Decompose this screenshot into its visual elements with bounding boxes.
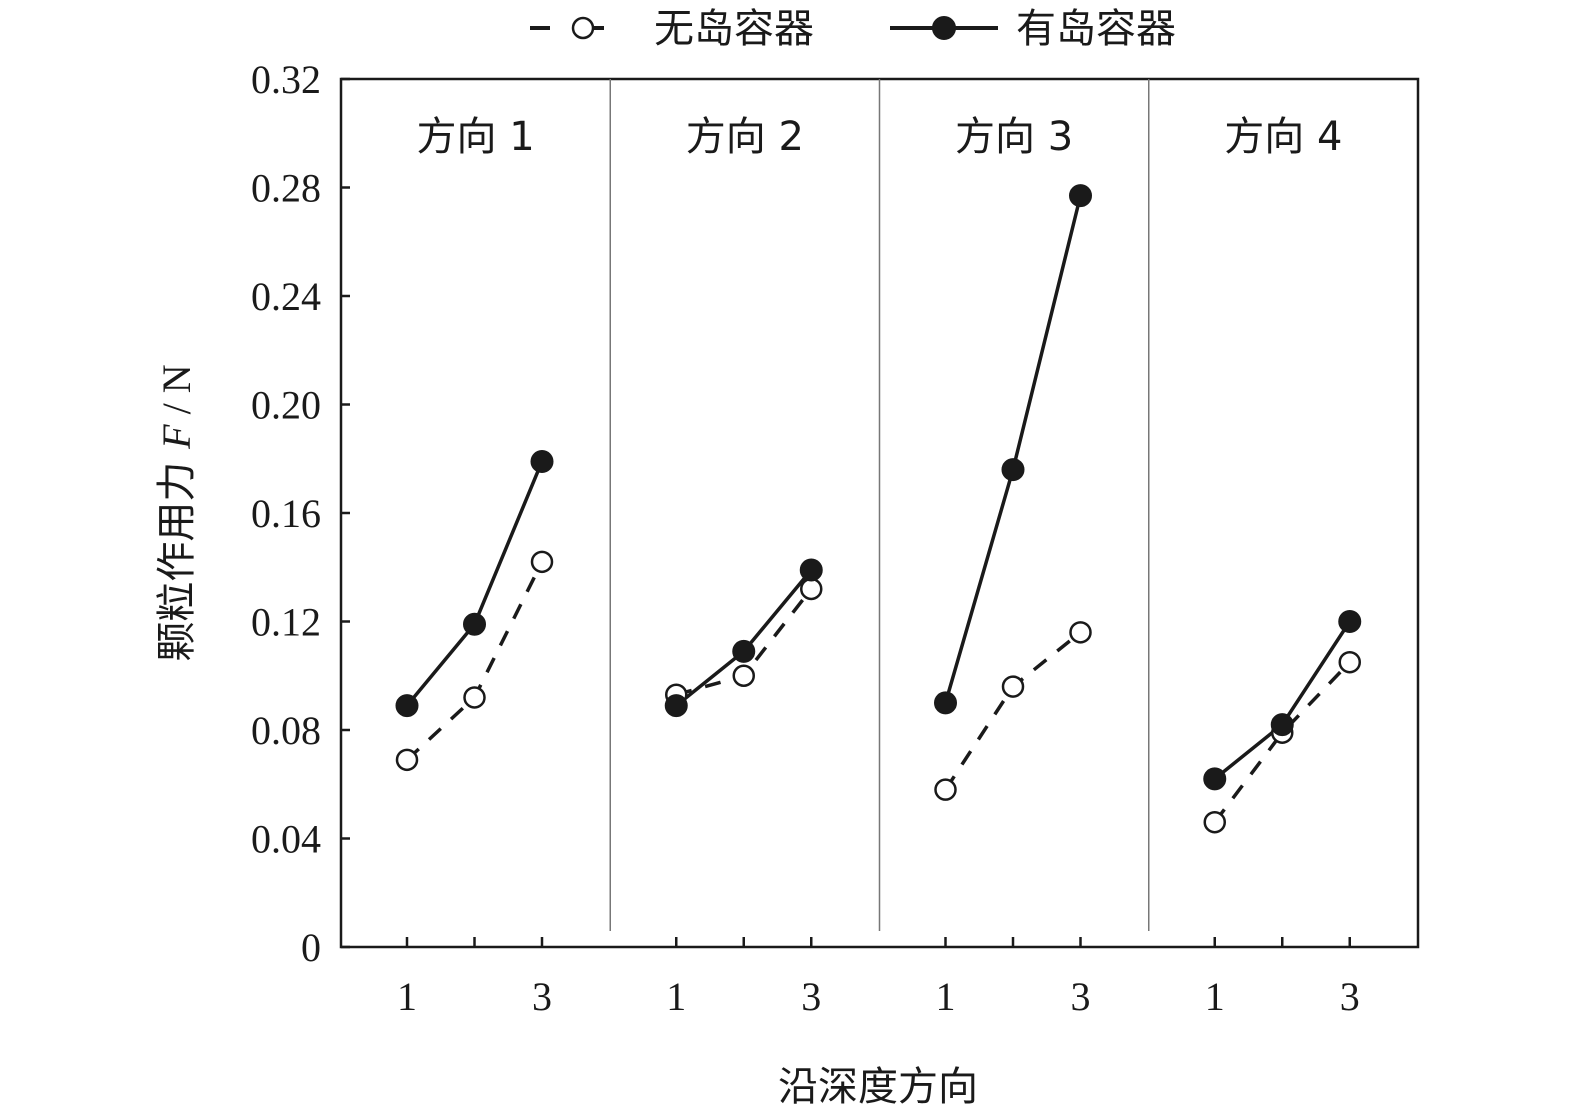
y-axis-title-prefix: 颗粒作用力 <box>154 449 200 662</box>
x-tick-label: 1 <box>397 974 417 1019</box>
y-axis: 0 0.04 0.08 0.12 0.16 0.20 0.24 0.28 0.32 <box>251 57 350 970</box>
no-island-line <box>1213 660 1352 824</box>
y-tick-label: 0.16 <box>251 491 321 536</box>
y-tick-label: 0.12 <box>251 600 321 645</box>
y-tick-label: 0.20 <box>251 383 321 428</box>
with-island-point <box>664 694 688 718</box>
no-island-point <box>395 748 419 772</box>
panels: 方向 1 1 3 方向 2 1 3 方向 3 1 3 方向 4 1 3 <box>395 79 1362 1019</box>
with-island-line <box>1213 620 1352 781</box>
no-island-point <box>934 778 957 801</box>
legend-marker-with-island <box>932 16 956 40</box>
x-tick-label: 3 <box>1071 974 1091 1019</box>
legend: 无岛容器 有岛容器 <box>530 6 1176 52</box>
panel-3: 方向 3 1 3 <box>878 79 1092 1019</box>
no-island-line <box>944 630 1082 791</box>
no-island-point <box>732 664 755 687</box>
with-island-line <box>405 460 544 707</box>
panel-title: 方向 2 <box>686 114 804 160</box>
with-island-point <box>732 639 756 663</box>
with-island-point <box>1069 184 1092 208</box>
with-island-point <box>530 449 554 473</box>
with-island-point <box>1001 458 1025 482</box>
with-island-point <box>799 558 823 582</box>
with-island-line <box>943 195 1083 704</box>
panel-title: 方向 1 <box>417 114 535 160</box>
no-island-point <box>1338 650 1361 674</box>
with-island-point <box>1270 713 1294 737</box>
no-island-point <box>1001 675 1025 698</box>
y-tick-label: 0 <box>301 925 321 970</box>
panel-4: 方向 4 1 3 <box>1148 79 1362 1019</box>
no-island-point <box>1069 621 1092 644</box>
legend-label-no-island: 无岛容器 <box>654 6 814 52</box>
y-tick-label: 0.24 <box>251 274 321 319</box>
panel-title: 方向 4 <box>1224 114 1342 160</box>
with-island-point <box>1338 610 1362 633</box>
x-tick-label: 3 <box>801 974 821 1019</box>
with-island-point <box>1203 767 1227 791</box>
x-axis-title: 沿深度方向 <box>778 1064 978 1110</box>
panel-1: 方向 1 1 3 <box>395 114 554 1019</box>
x-tick-label: 1 <box>666 974 686 1019</box>
x-tick-label: 1 <box>1205 974 1225 1019</box>
x-tick-label: 3 <box>532 974 552 1019</box>
with-island-point <box>934 691 957 715</box>
with-island-point <box>463 612 486 636</box>
legend-label-with-island: 有岛容器 <box>1016 6 1176 52</box>
y-axis-title: 颗粒作用力 F / N <box>154 364 200 661</box>
y-tick-label: 0.28 <box>251 166 321 211</box>
with-island-point <box>395 694 419 718</box>
panel-title: 方向 3 <box>955 114 1073 160</box>
no-island-point <box>463 686 486 709</box>
panel-2: 方向 2 1 3 <box>609 79 823 1019</box>
x-tick-label: 3 <box>1340 974 1360 1019</box>
no-island-point <box>800 577 823 601</box>
y-tick-label: 0.04 <box>251 817 321 862</box>
x-tick-label: 1 <box>936 974 956 1019</box>
y-axis-title-variable: F <box>154 424 199 450</box>
y-axis-title-unit: / N <box>154 364 199 424</box>
no-island-point <box>530 550 554 574</box>
y-tick-label: 0.08 <box>251 708 321 753</box>
legend-marker-no-island <box>571 16 595 40</box>
no-island-line <box>405 561 544 762</box>
y-tick-label: 0.32 <box>251 57 321 102</box>
no-island-point <box>1203 810 1226 834</box>
